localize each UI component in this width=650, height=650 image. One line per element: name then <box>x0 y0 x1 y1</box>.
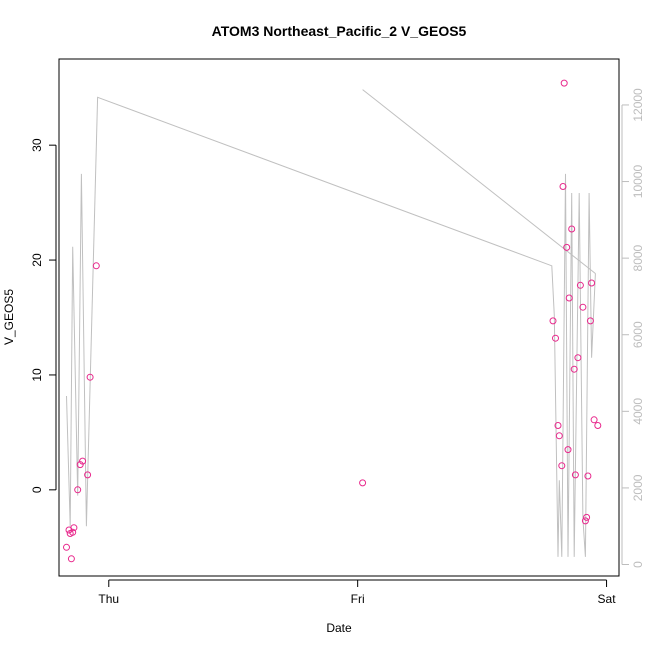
y-tick-label: 30 <box>30 138 44 152</box>
right-y-tick-label: 6000 <box>631 321 645 348</box>
chart-title: ATOM3 Northeast_Pacific_2 V_GEOS5 <box>212 23 467 39</box>
data-point <box>588 279 596 287</box>
y-tick-label: 20 <box>30 253 44 267</box>
data-point <box>554 422 562 429</box>
right-y-tick-label: 8000 <box>631 244 645 271</box>
right-y-tick-label: 12000 <box>631 88 645 122</box>
data-point <box>63 543 70 551</box>
data-point <box>69 528 77 536</box>
y-tick-label: 0 <box>30 486 44 493</box>
y-axis-label: V_GEOS5 <box>2 289 16 345</box>
y-tick-label: 10 <box>30 368 44 382</box>
data-point <box>570 365 578 373</box>
data-point <box>565 294 573 302</box>
altitude-line-0 <box>66 96 596 557</box>
data-point <box>586 317 594 325</box>
data-point <box>359 479 367 487</box>
data-point <box>583 513 591 521</box>
altitude-line-1 <box>362 89 596 274</box>
data-point <box>79 457 87 465</box>
x-axis: Thu Fri Sat <box>98 579 617 606</box>
x-tick-label: Thu <box>98 592 119 606</box>
data-point <box>564 446 572 454</box>
data-point <box>581 517 589 525</box>
data-point <box>74 486 82 494</box>
data-point <box>559 183 567 190</box>
data-point <box>590 416 598 424</box>
plot-frame <box>58 58 620 577</box>
x-tick-label: Fri <box>351 592 365 606</box>
right-y-axis: 0 2000 4000 6000 8000 10000 12000 <box>621 88 645 568</box>
x-tick-label: Sat <box>598 592 617 606</box>
right-y-tick-label: 4000 <box>631 398 645 425</box>
data-point <box>576 281 584 289</box>
data-point <box>92 262 100 270</box>
data-point <box>70 524 78 532</box>
data-point <box>76 461 84 469</box>
data-point <box>574 354 582 362</box>
data-point <box>560 79 568 87</box>
data-point <box>594 422 602 429</box>
y-axis: 0 10 20 30 <box>30 138 57 493</box>
data-point <box>84 471 92 479</box>
data-point <box>563 243 571 251</box>
right-y-tick-label: 0 <box>631 561 645 568</box>
x-axis-label: Date <box>326 621 352 635</box>
data-point <box>86 373 94 381</box>
data-point <box>568 225 576 233</box>
data-point <box>549 317 557 325</box>
data-point <box>555 432 563 440</box>
data-point <box>579 303 587 311</box>
data-point <box>552 334 559 342</box>
data-point <box>558 462 566 470</box>
data-point <box>584 472 592 480</box>
right-y-tick-label: 10000 <box>631 165 645 199</box>
data-points <box>63 79 602 563</box>
altitude-lines <box>66 89 596 557</box>
data-point <box>571 471 579 479</box>
right-y-tick-label: 2000 <box>631 474 645 501</box>
data-point <box>67 555 75 563</box>
